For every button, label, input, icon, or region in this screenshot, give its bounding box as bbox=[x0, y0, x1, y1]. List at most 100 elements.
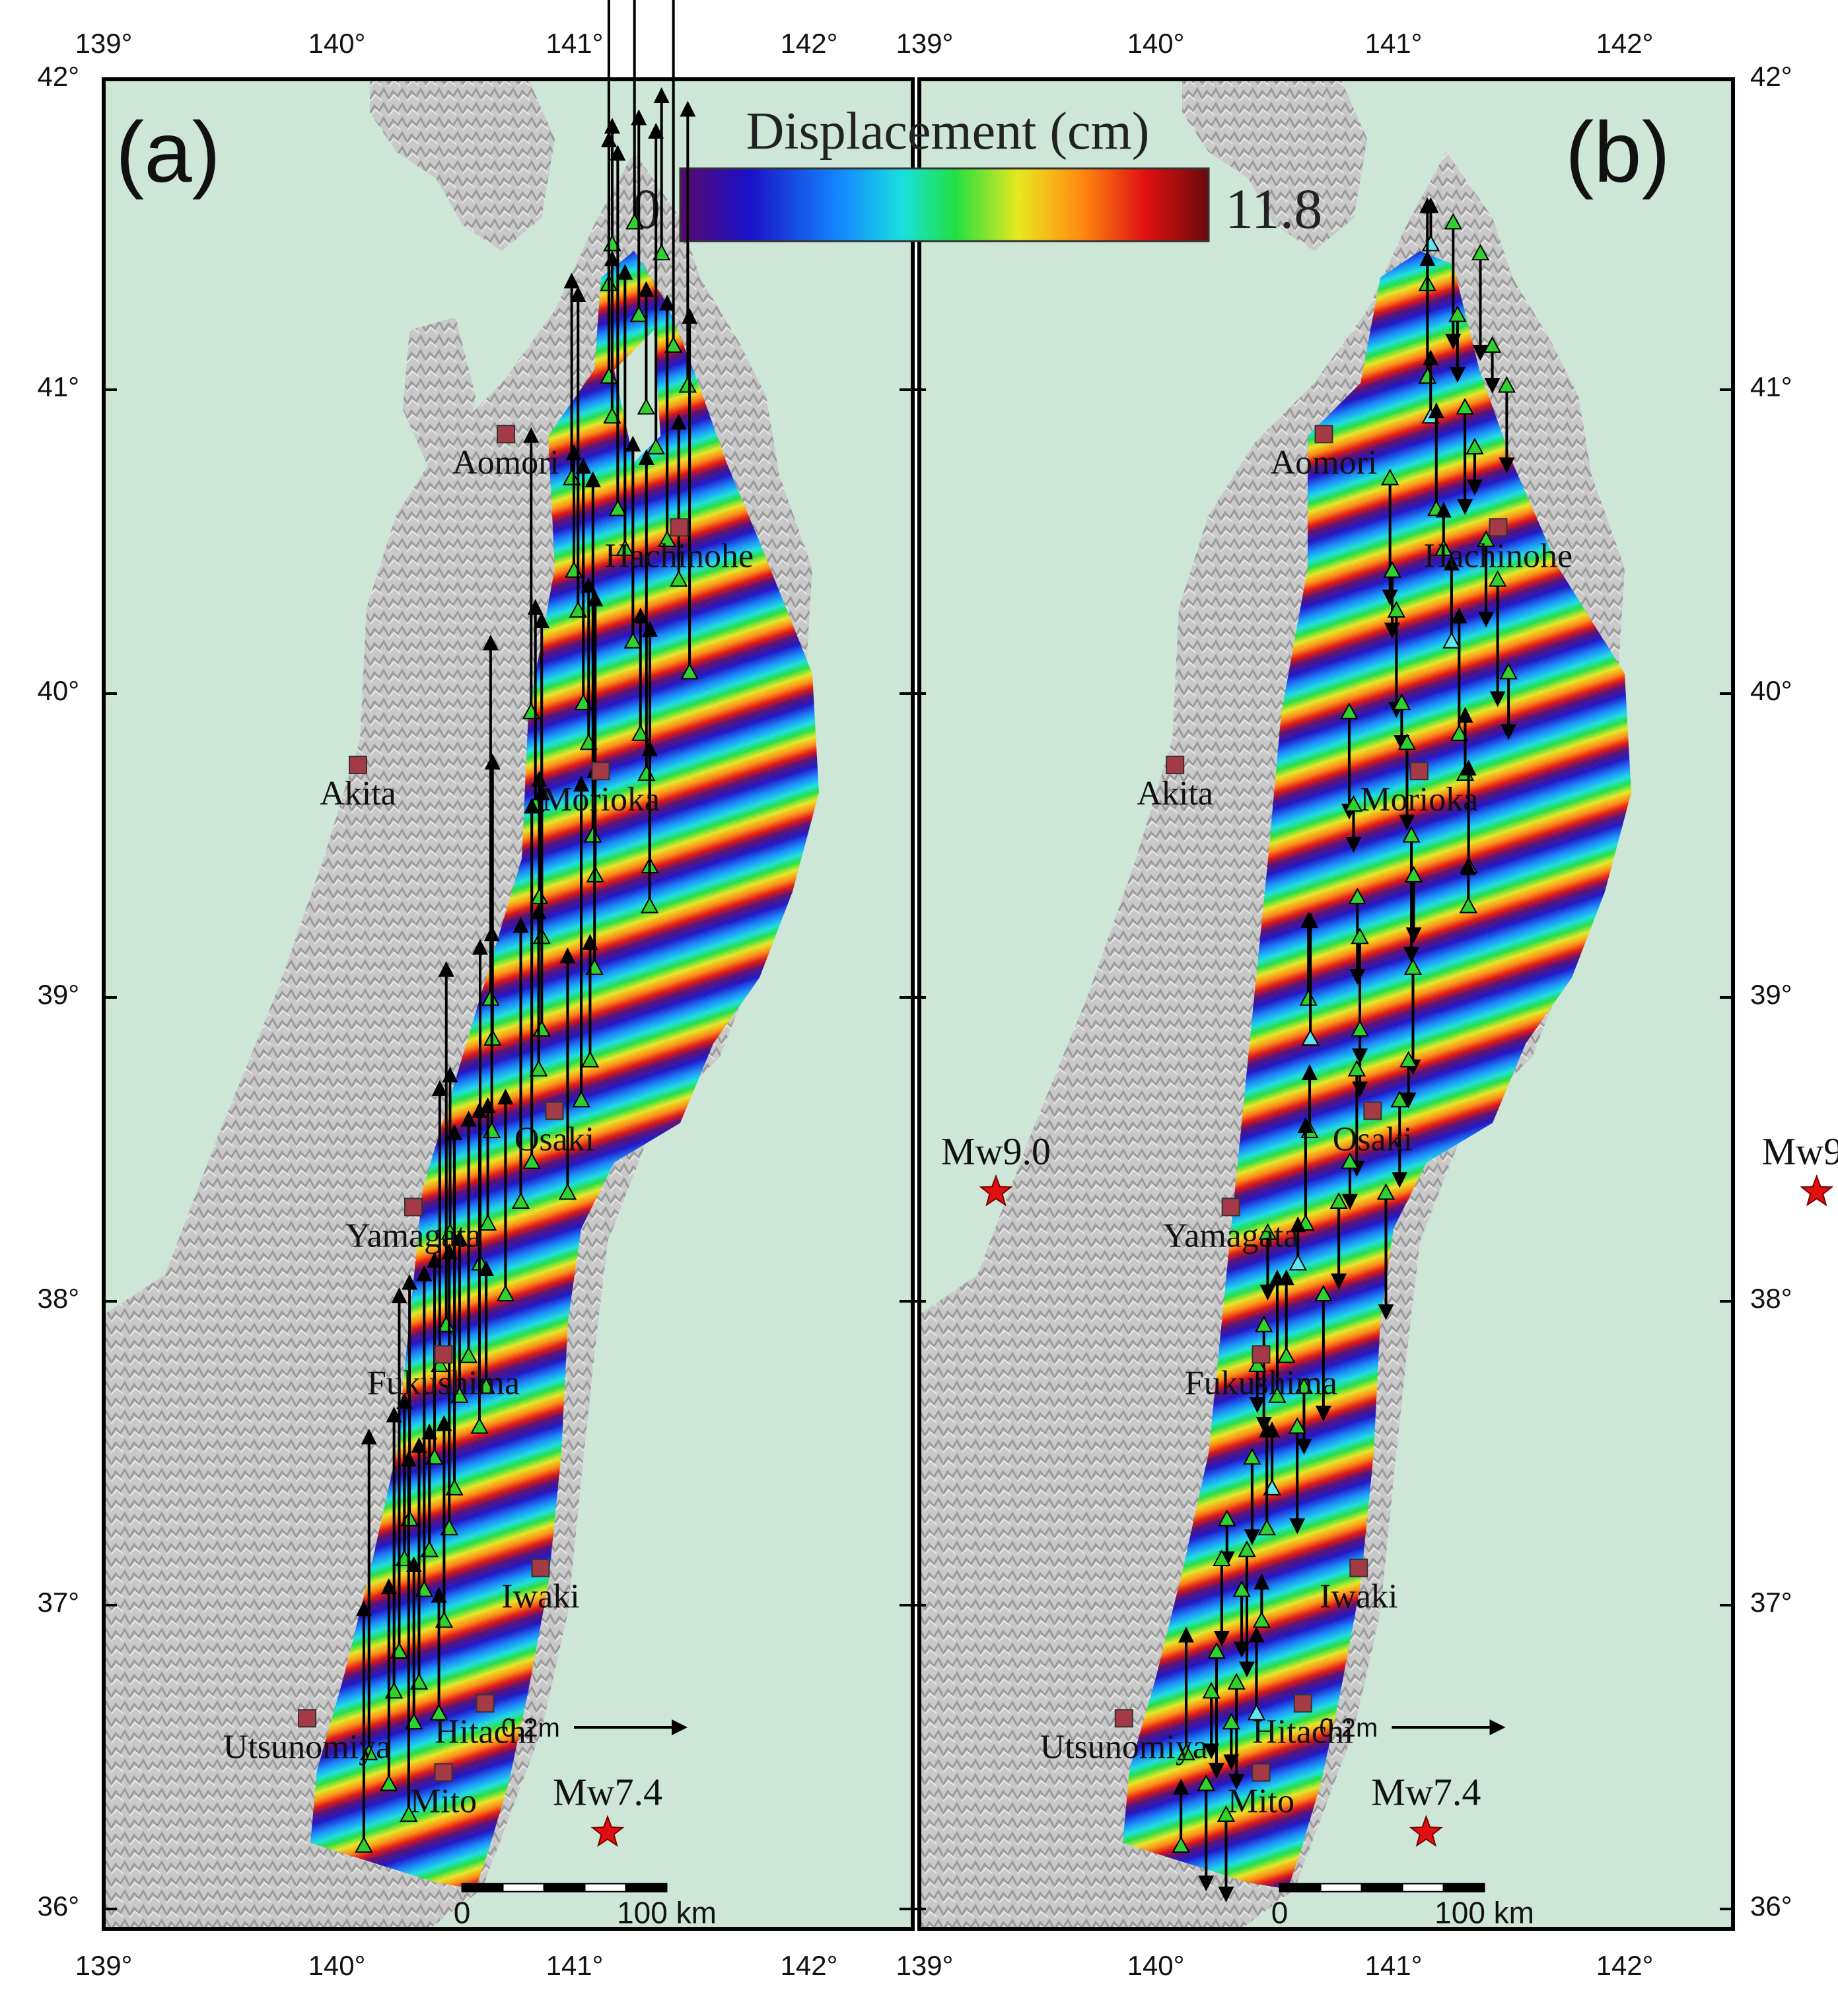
lon-tick-top: 139° bbox=[75, 28, 133, 59]
colorbar: Displacement (cm) 0 11.8 bbox=[632, 102, 1322, 242]
scale-bar-segment bbox=[1442, 1883, 1485, 1892]
gps-station-icon bbox=[584, 826, 602, 843]
gps-station-icon bbox=[1442, 631, 1461, 649]
gps-station-icon bbox=[558, 1183, 577, 1200]
gps-station-icon bbox=[1255, 1315, 1273, 1332]
city-label: Akita bbox=[1137, 775, 1213, 812]
gps-station-icon bbox=[562, 468, 581, 486]
gps-station-icon bbox=[470, 1417, 489, 1434]
lat-tick-left: 39° bbox=[37, 979, 79, 1010]
scale-bar-end-label: 100 km bbox=[617, 1896, 717, 1930]
gps-station-icon bbox=[1488, 570, 1507, 587]
gps-station-icon bbox=[1238, 1540, 1256, 1558]
scale-bar-segment bbox=[1279, 1883, 1322, 1892]
city-label: Mito bbox=[1228, 1782, 1294, 1820]
city-marker bbox=[1349, 1558, 1368, 1577]
city-label: Hitachi bbox=[435, 1713, 536, 1751]
gps-station-icon bbox=[680, 663, 699, 680]
scale-bar-segment bbox=[461, 1883, 504, 1892]
scale-bar-segment bbox=[1320, 1883, 1362, 1892]
city-marker bbox=[1363, 1101, 1382, 1120]
gps-station-icon bbox=[355, 1836, 373, 1853]
scale-bar-end-label: 100 km bbox=[1434, 1896, 1534, 1930]
gps-station-icon bbox=[1340, 702, 1359, 719]
city-label: Utsunomiya bbox=[1040, 1728, 1208, 1766]
gps-station-icon bbox=[1380, 468, 1399, 486]
lat-tick-left: 40° bbox=[37, 675, 79, 706]
panel-b bbox=[917, 77, 1735, 1931]
gps-station-icon bbox=[1202, 1682, 1220, 1699]
gps-station-icon bbox=[1444, 213, 1462, 230]
city-marker bbox=[1293, 1694, 1312, 1713]
axis-labels: 139° 140° 141° 142° 139° 140° 141° 142° … bbox=[37, 28, 1792, 1981]
gps-station-icon bbox=[581, 1050, 600, 1067]
panel-a-overlays: Aomori Hachinohe Akita Morioka Osaki Yamagata… bbox=[223, 0, 1051, 1930]
city-label: Iwaki bbox=[501, 1578, 579, 1616]
colorbar-title: Displacement (cm) bbox=[746, 102, 1150, 161]
lon-tick-top: 140° bbox=[308, 28, 366, 59]
gps-station-icon bbox=[1351, 927, 1369, 945]
city-label: Aomori bbox=[452, 444, 559, 482]
city-marker bbox=[1252, 1763, 1271, 1782]
colorbar-max-label: 11.8 bbox=[1225, 177, 1322, 240]
lon-tick-top: 139° bbox=[896, 28, 954, 59]
city-marker bbox=[404, 1198, 423, 1217]
city-label: Akita bbox=[320, 775, 396, 812]
gps-station-icon bbox=[1402, 826, 1421, 843]
gps-station-icon bbox=[1434, 539, 1453, 556]
lon-tick-top: 141° bbox=[546, 28, 604, 59]
lon-tick-bottom: 141° bbox=[546, 1950, 604, 1981]
gps-station-icon bbox=[1294, 1377, 1314, 1394]
lat-tick-right: 40° bbox=[1750, 675, 1792, 706]
gps-station-icon bbox=[1392, 693, 1411, 711]
gps-station-icon bbox=[640, 896, 659, 914]
city-label: Aomori bbox=[1271, 444, 1378, 482]
gps-station-icon bbox=[608, 499, 627, 517]
city-marker bbox=[1409, 762, 1429, 781]
gps-station-icon bbox=[1341, 1152, 1359, 1169]
epicenter-star-icon bbox=[590, 1815, 625, 1848]
gps-station-icon bbox=[1277, 1346, 1296, 1363]
gps-station-icon bbox=[603, 407, 621, 424]
lat-tick-left: 37° bbox=[37, 1587, 79, 1618]
gps-station-icon bbox=[496, 1285, 515, 1302]
gps-station-icon bbox=[1257, 1519, 1276, 1536]
scale-bar-segment bbox=[625, 1883, 668, 1892]
gps-station-icon bbox=[1466, 437, 1484, 454]
gps-station-icon bbox=[1197, 1774, 1215, 1791]
gps-station-icon bbox=[1314, 1285, 1333, 1302]
lon-tick-top: 142° bbox=[1596, 28, 1654, 59]
scale-bar-start-label: 0 bbox=[454, 1896, 471, 1930]
gps-station-icon bbox=[1448, 305, 1467, 322]
lon-tick-top: 142° bbox=[781, 28, 838, 59]
reference-arrow-label: 0.2m bbox=[501, 1713, 560, 1743]
epicenter-label: Mw7.4 bbox=[1371, 1770, 1481, 1813]
gps-station-icon bbox=[429, 1704, 448, 1721]
city-label: Yamagata bbox=[345, 1217, 481, 1254]
gps-station-icon bbox=[670, 570, 688, 587]
scale-bar-start-label: 0 bbox=[1271, 1896, 1289, 1930]
gps-station-icon bbox=[664, 336, 683, 353]
city-label: Hitachi bbox=[1252, 1713, 1353, 1751]
scale-bar-segment bbox=[502, 1883, 545, 1892]
gps-station-icon bbox=[1351, 1020, 1369, 1037]
gps-station-icon bbox=[1172, 1836, 1190, 1853]
city-label: Morioka bbox=[542, 781, 660, 818]
frame bbox=[917, 77, 1735, 1931]
gps-station-icon bbox=[1450, 724, 1469, 741]
panel-label-a: (a) bbox=[116, 104, 221, 200]
city-marker bbox=[497, 425, 515, 444]
gps-station-icon bbox=[1248, 1355, 1267, 1373]
gps-station-icon bbox=[1301, 1028, 1320, 1046]
gps-station-icon bbox=[1329, 1192, 1348, 1209]
gps-station-icon bbox=[1177, 1743, 1195, 1760]
gps-station-icon bbox=[629, 305, 648, 322]
city-label: Iwaki bbox=[1320, 1578, 1397, 1616]
city-label: Yamagata bbox=[1163, 1217, 1299, 1254]
gps-station-icon bbox=[1218, 1509, 1236, 1527]
lat-tick-left: 38° bbox=[37, 1283, 79, 1314]
gps-station-icon bbox=[1497, 376, 1516, 393]
gps-station-icon bbox=[522, 1152, 541, 1169]
lon-tick-bottom: 142° bbox=[1596, 1950, 1654, 1981]
